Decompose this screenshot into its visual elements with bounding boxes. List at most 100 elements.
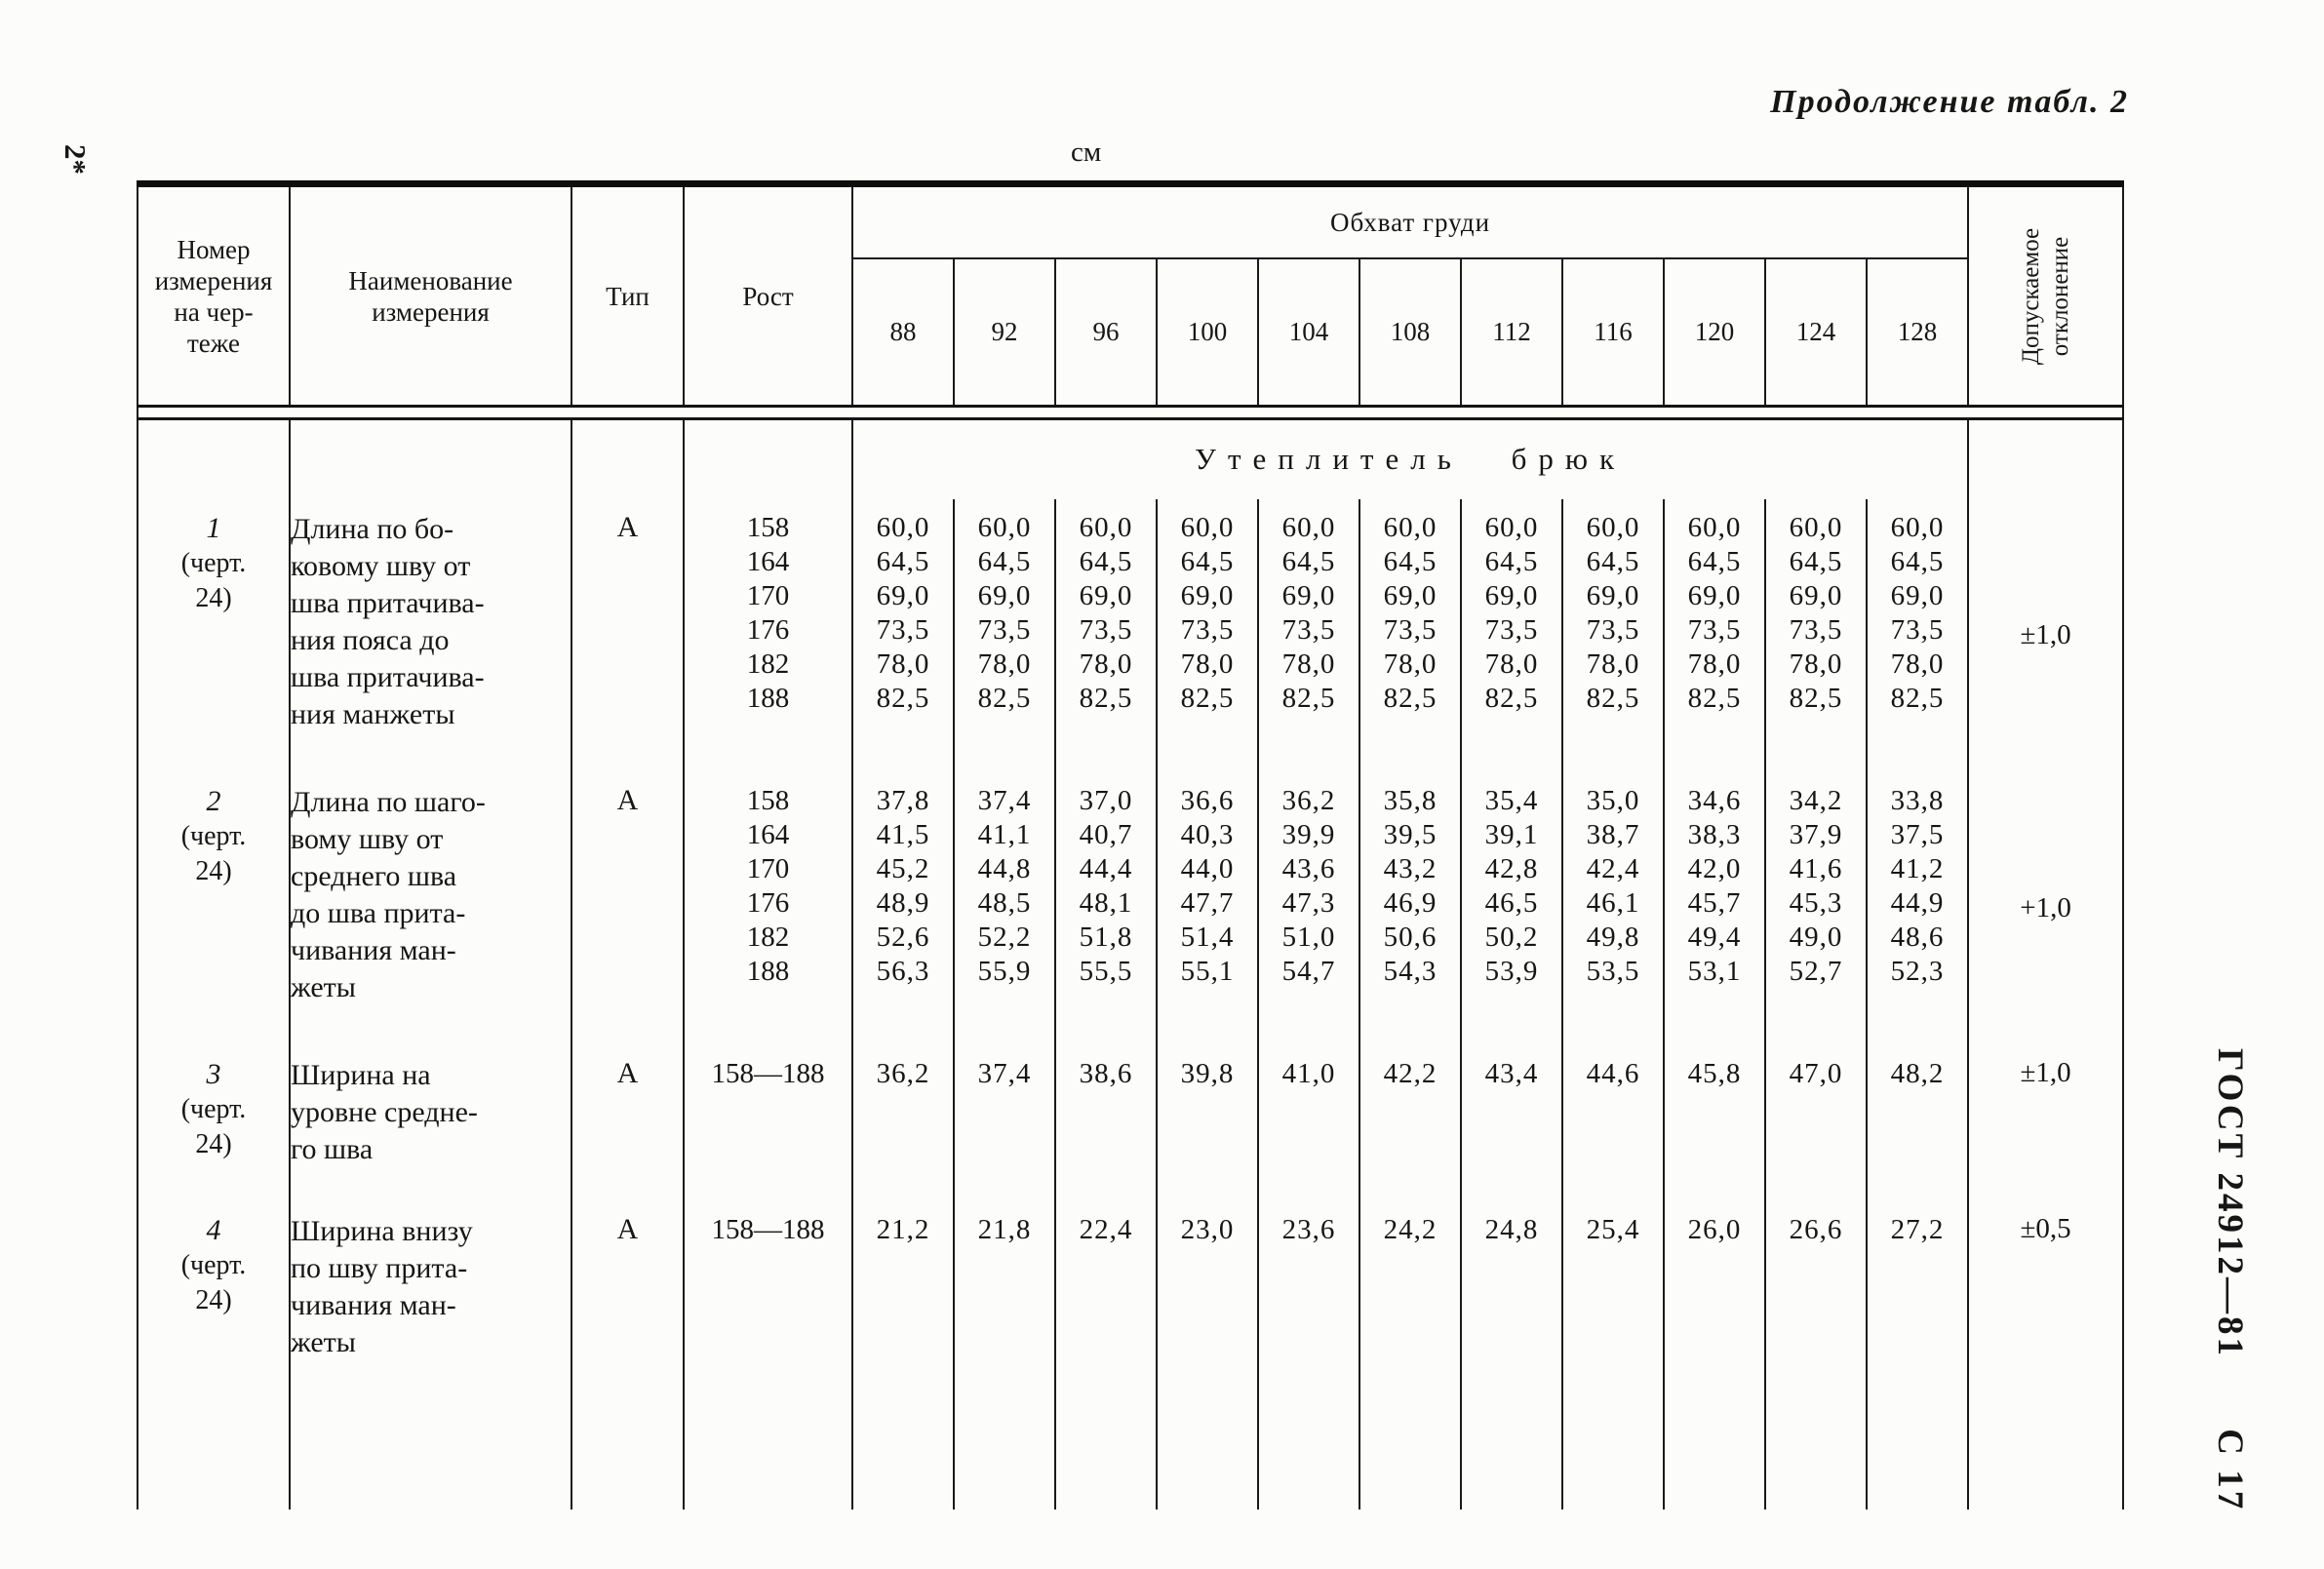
value: 38,6	[1079, 1057, 1133, 1089]
value: 60,0	[977, 511, 1032, 543]
section-title: Утеплитель брюк	[850, 418, 1969, 499]
value: 43,6	[1281, 852, 1336, 884]
value: 37,8	[876, 784, 930, 816]
value-cell: 60,0 64,5 69,0 73,5 78,0 82,5	[1663, 498, 1765, 772]
value: 82,5	[1687, 682, 1742, 714]
value: 64,5	[1586, 545, 1640, 577]
value: 45,2	[876, 852, 930, 884]
value: 45,8	[1687, 1057, 1742, 1089]
value: 49,0	[1789, 921, 1843, 953]
value-cell: 60,0 64,5 69,0 73,5 78,0 82,5	[1257, 498, 1359, 772]
value-cell: 37,4 41,1 44,8 48,5 52,2 55,9	[953, 771, 1055, 1045]
section-spacer	[1967, 418, 2124, 499]
chest-size-header: 96	[1054, 257, 1157, 407]
value-cell: 26,0	[1663, 1200, 1765, 1383]
value-cell: 43,4	[1460, 1044, 1562, 1201]
header-rost-column: Рост	[683, 183, 852, 407]
value: 48,9	[876, 886, 930, 919]
filler-cell	[138, 1383, 290, 1510]
value-cell: 24,8	[1460, 1200, 1562, 1383]
value: 24,8	[1484, 1213, 1539, 1245]
value-cell: 47,0	[1764, 1044, 1867, 1201]
value: 60,0	[1484, 511, 1539, 543]
deviation-value: ±1,0	[1967, 498, 2124, 772]
chest-size-header: 128	[1865, 257, 1969, 407]
value: 44,4	[1079, 852, 1133, 884]
value-cell: 60,0 64,5 69,0 73,5 78,0 82,5	[1359, 498, 1461, 772]
value: 82,5	[1180, 682, 1235, 714]
value: 73,5	[1281, 613, 1336, 646]
chest-sizes-row: 88 92 96 100 104 108 112 116 120 124 128	[138, 257, 2123, 407]
section-spacer	[138, 419, 290, 499]
value-cell: 37,4	[953, 1044, 1055, 1201]
value-cell: 48,2	[1865, 1044, 1969, 1201]
value: 82,5	[1383, 682, 1438, 714]
value: 64,5	[1789, 545, 1843, 577]
value-cell: 37,0 40,7 44,4 48,1 51,8 55,5	[1054, 771, 1157, 1045]
section-spacer	[683, 418, 852, 499]
header-double-rule	[138, 405, 2124, 420]
value: 60,0	[1180, 511, 1235, 543]
chest-size-header: 124	[1764, 257, 1867, 407]
value: 46,1	[1586, 886, 1640, 919]
value: 41,1	[977, 818, 1032, 850]
value: 51,8	[1079, 921, 1133, 953]
value-cell: 23,6	[1257, 1200, 1359, 1383]
value: 78,0	[1180, 647, 1235, 680]
value-cell: 41,0	[1257, 1044, 1359, 1201]
value: 52,3	[1890, 955, 1945, 987]
value: 35,8	[1383, 784, 1438, 816]
measurement-name-line: чивания ман-	[291, 1288, 456, 1321]
measurement-name-line: среднего шва	[291, 859, 457, 892]
rost-value: 158	[746, 784, 790, 816]
value-cell: 21,2	[851, 1200, 954, 1383]
measurement-name-line: Длина по шаго-	[291, 785, 486, 818]
measurement-name-line: шва притачива-	[291, 586, 485, 619]
measurement-name: Длина по бо-ковому шву от шва притачива-н…	[289, 498, 571, 772]
value: 78,0	[1687, 647, 1742, 680]
value: 35,4	[1484, 784, 1539, 816]
value: 69,0	[1383, 579, 1438, 611]
value: 60,0	[1890, 511, 1945, 543]
value-cell: 60,0 64,5 69,0 73,5 78,0 82,5	[1865, 498, 1969, 772]
value-cell: 60,0 64,5 69,0 73,5 78,0 82,5	[953, 498, 1055, 772]
value: 44,6	[1586, 1057, 1640, 1089]
value: 42,0	[1687, 852, 1742, 884]
rost-value: 170	[746, 852, 790, 884]
value: 69,0	[1890, 579, 1945, 611]
rost-value: 182	[746, 647, 790, 680]
value: 43,2	[1383, 852, 1438, 884]
value: 24,2	[1383, 1213, 1438, 1245]
filler-cell	[289, 1382, 571, 1510]
value: 78,0	[1281, 647, 1336, 680]
measurements-table: Номер измерения на чер- теже Наименовани…	[137, 180, 2125, 1510]
value: 51,0	[1281, 921, 1336, 953]
value: 69,0	[1789, 579, 1843, 611]
value: 73,5	[876, 613, 930, 646]
filler-cell	[953, 1382, 1055, 1510]
value: 39,9	[1281, 818, 1336, 850]
value: 25,4	[1586, 1213, 1640, 1245]
value: 37,9	[1789, 818, 1843, 850]
rost-value: 164	[746, 818, 790, 850]
measurement-number: 2	[206, 784, 221, 817]
filler-cell	[571, 1382, 684, 1510]
chest-size-header: 100	[1156, 257, 1258, 407]
value: 47,7	[1180, 886, 1235, 919]
value: 36,2	[876, 1057, 930, 1089]
value: 78,0	[1383, 647, 1438, 680]
value-cell: 37,8 41,5 45,2 48,9 52,6 56,3	[851, 771, 954, 1045]
value: 60,0	[1687, 511, 1742, 543]
rost-value: 176	[746, 886, 790, 919]
value: 42,8	[1484, 852, 1539, 884]
rost-value: 170	[746, 579, 790, 611]
measurement-row: 3 (черт. 24) Ширина на уровне средне-го шва А…	[138, 1044, 2124, 1201]
value: 52,6	[876, 921, 930, 953]
value-cell: 26,6	[1764, 1200, 1867, 1383]
value: 53,9	[1484, 955, 1539, 987]
value: 40,3	[1180, 818, 1235, 850]
value: 73,5	[1484, 613, 1539, 646]
filler-cell	[1359, 1382, 1461, 1510]
value-cell: 27,2	[1865, 1200, 1969, 1383]
value: 69,0	[1484, 579, 1539, 611]
